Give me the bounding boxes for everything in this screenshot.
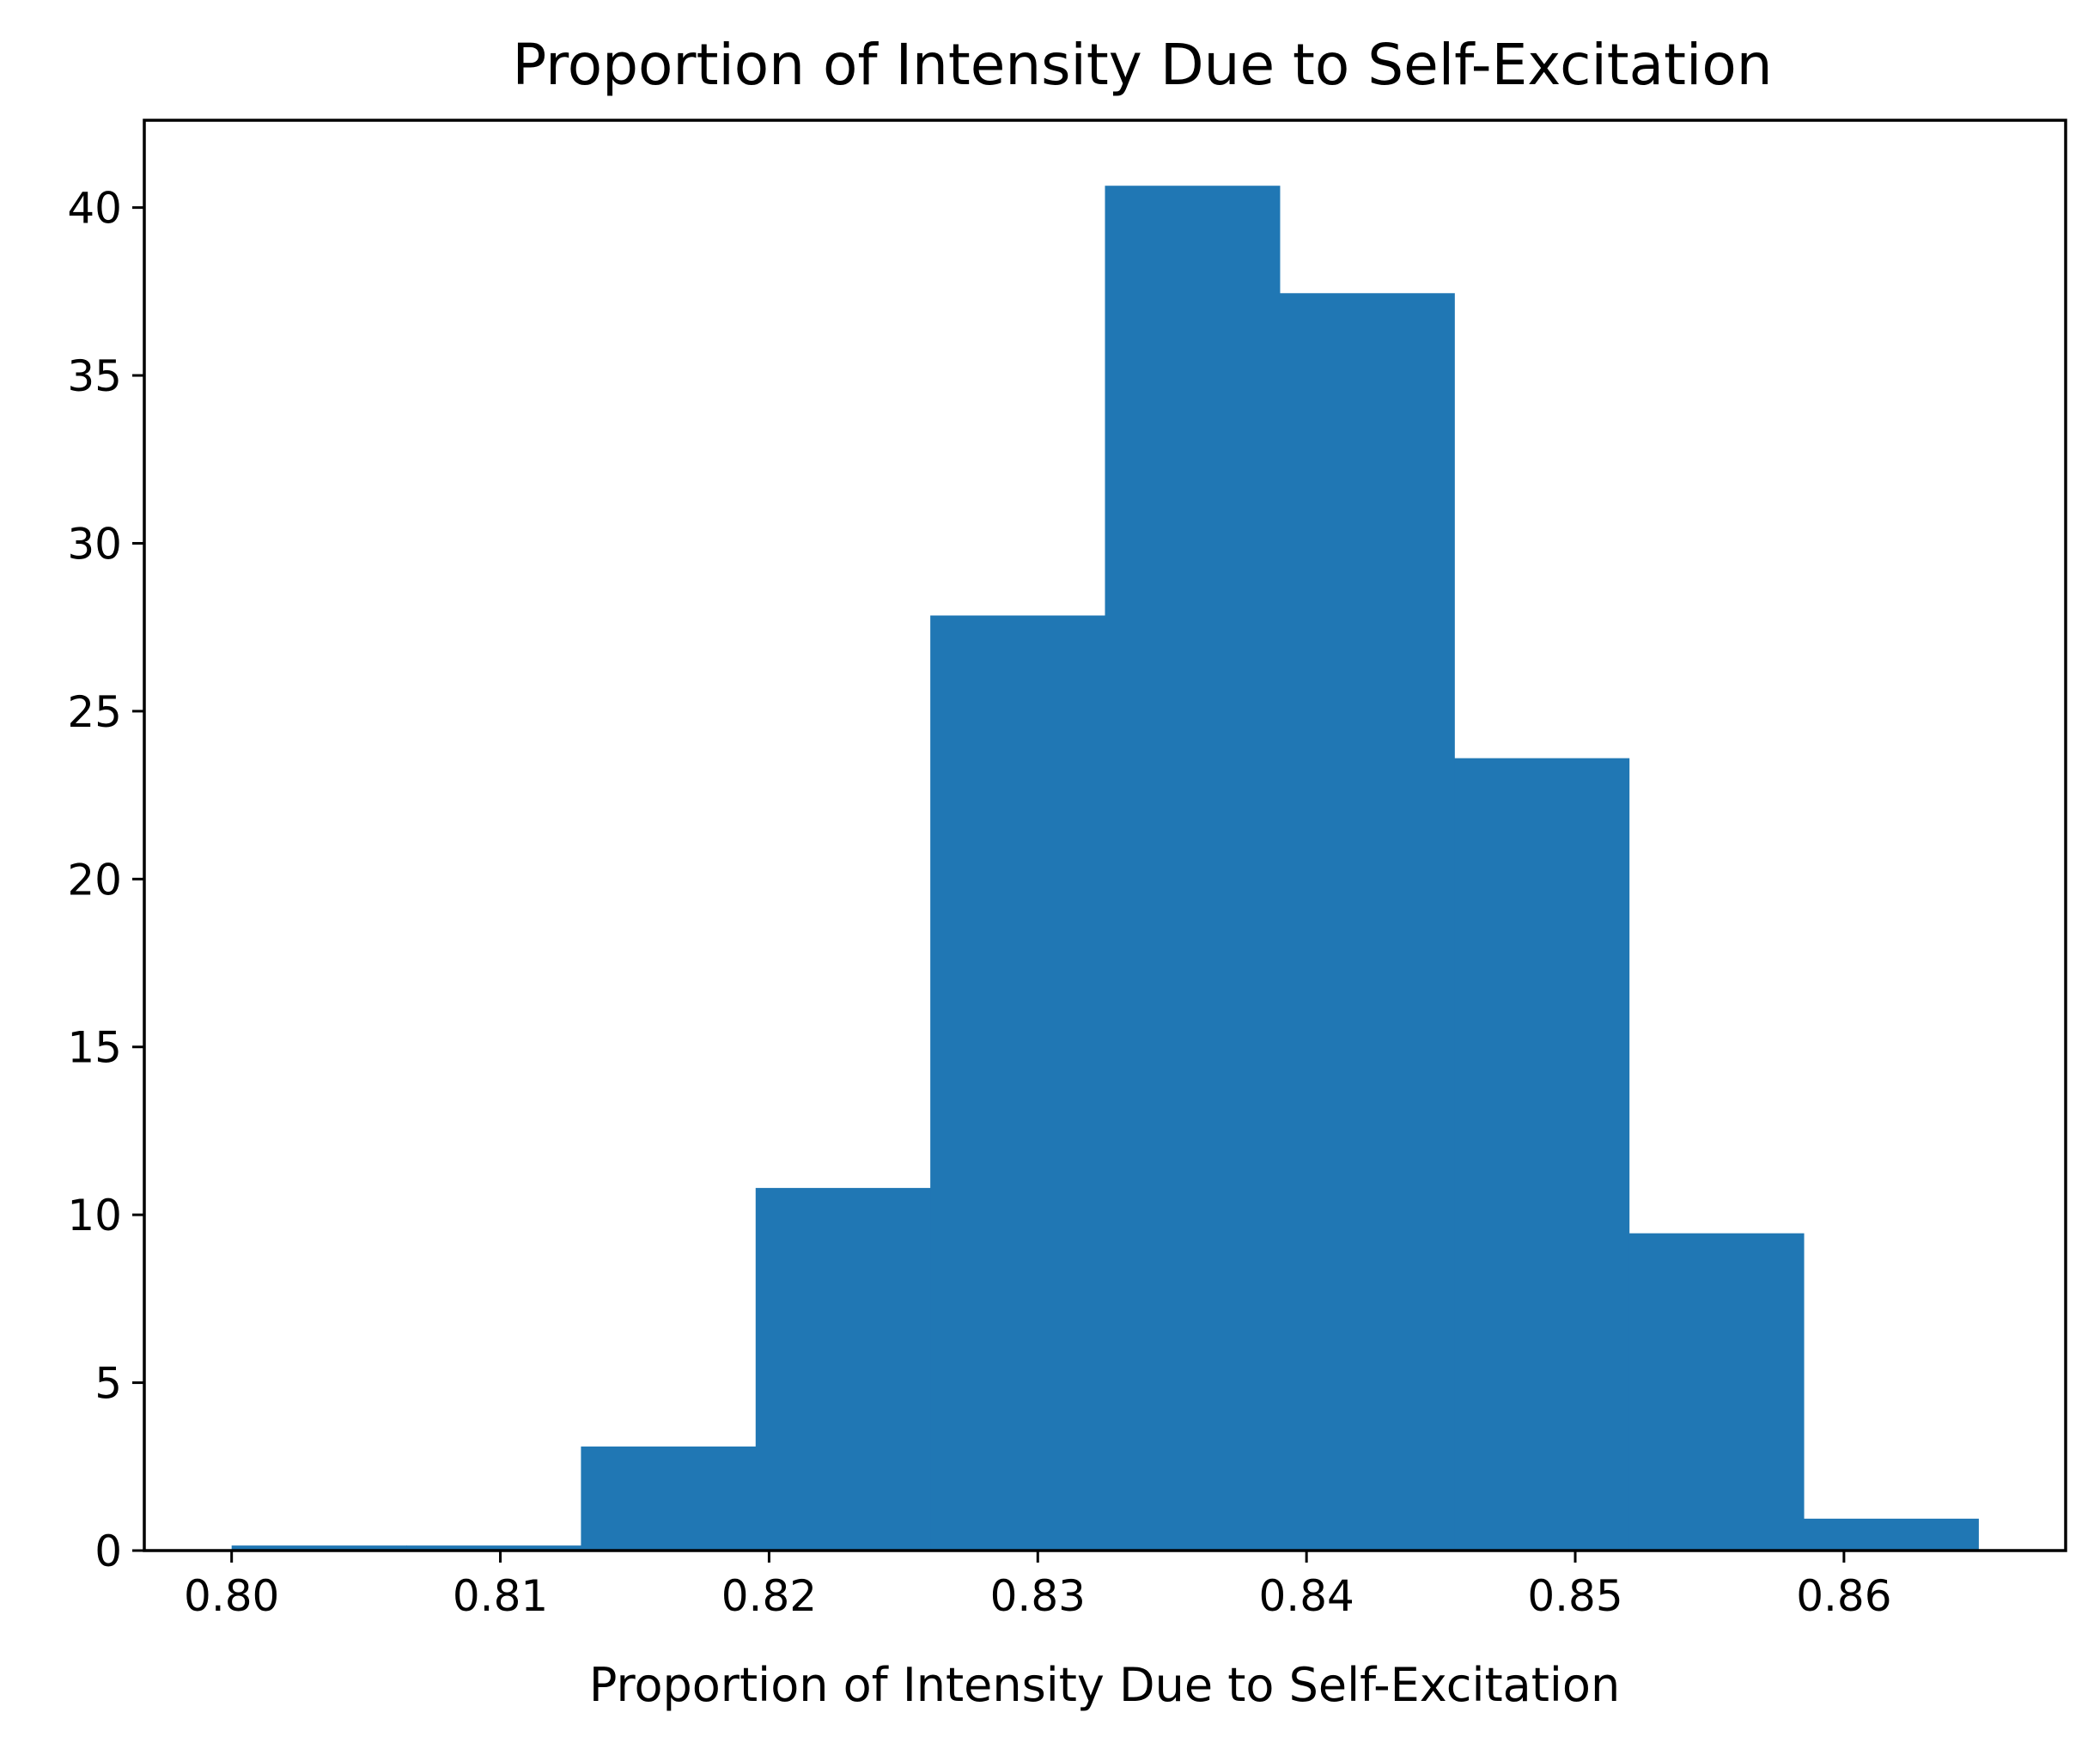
histogram-bar bbox=[755, 1187, 931, 1551]
histogram-bar bbox=[1628, 1233, 1805, 1551]
histogram-bar bbox=[1279, 293, 1455, 1551]
y-tick-label: 35 bbox=[67, 351, 122, 401]
x-tick-label: 0.82 bbox=[721, 1571, 817, 1621]
y-tick-label: 40 bbox=[67, 184, 122, 234]
histogram-bar bbox=[1105, 186, 1281, 1551]
x-axis-ticks: 0.80 0.81 0.82 0.83 0.84 0.85 0.86 bbox=[184, 1551, 1892, 1621]
x-tick-label: 0.80 bbox=[184, 1571, 279, 1621]
histogram-bar bbox=[581, 1446, 757, 1551]
y-tick-label: 30 bbox=[67, 519, 122, 569]
y-tick-label: 20 bbox=[67, 855, 122, 905]
histogram-bar bbox=[1454, 758, 1630, 1551]
y-tick-label: 25 bbox=[67, 687, 122, 737]
y-tick-label: 15 bbox=[67, 1023, 122, 1073]
chart-title: Proportion of Intensity Due to Self-Exci… bbox=[512, 32, 1772, 98]
x-tick-label: 0.83 bbox=[990, 1571, 1086, 1621]
x-tick-label: 0.86 bbox=[1796, 1571, 1891, 1621]
x-axis-label: Proportion of Intensity Due to Self-Exci… bbox=[589, 1658, 1620, 1712]
histogram-bars bbox=[231, 186, 1979, 1551]
plot-frame bbox=[143, 119, 2067, 1552]
histogram-bar bbox=[930, 615, 1106, 1551]
x-tick-label: 0.84 bbox=[1258, 1571, 1354, 1621]
y-tick-label: 10 bbox=[67, 1191, 122, 1240]
y-tick-label: 0 bbox=[94, 1527, 122, 1576]
x-tick-label: 0.81 bbox=[453, 1571, 548, 1621]
histogram-bar bbox=[231, 1545, 407, 1551]
x-tick-label: 0.85 bbox=[1527, 1571, 1622, 1621]
y-tick-label: 5 bbox=[94, 1359, 122, 1409]
y-axis-ticks: 0 5 10 15 20 25 30 35 40 bbox=[67, 184, 144, 1576]
histogram-bar bbox=[1803, 1518, 1979, 1551]
histogram-bar bbox=[406, 1545, 582, 1551]
